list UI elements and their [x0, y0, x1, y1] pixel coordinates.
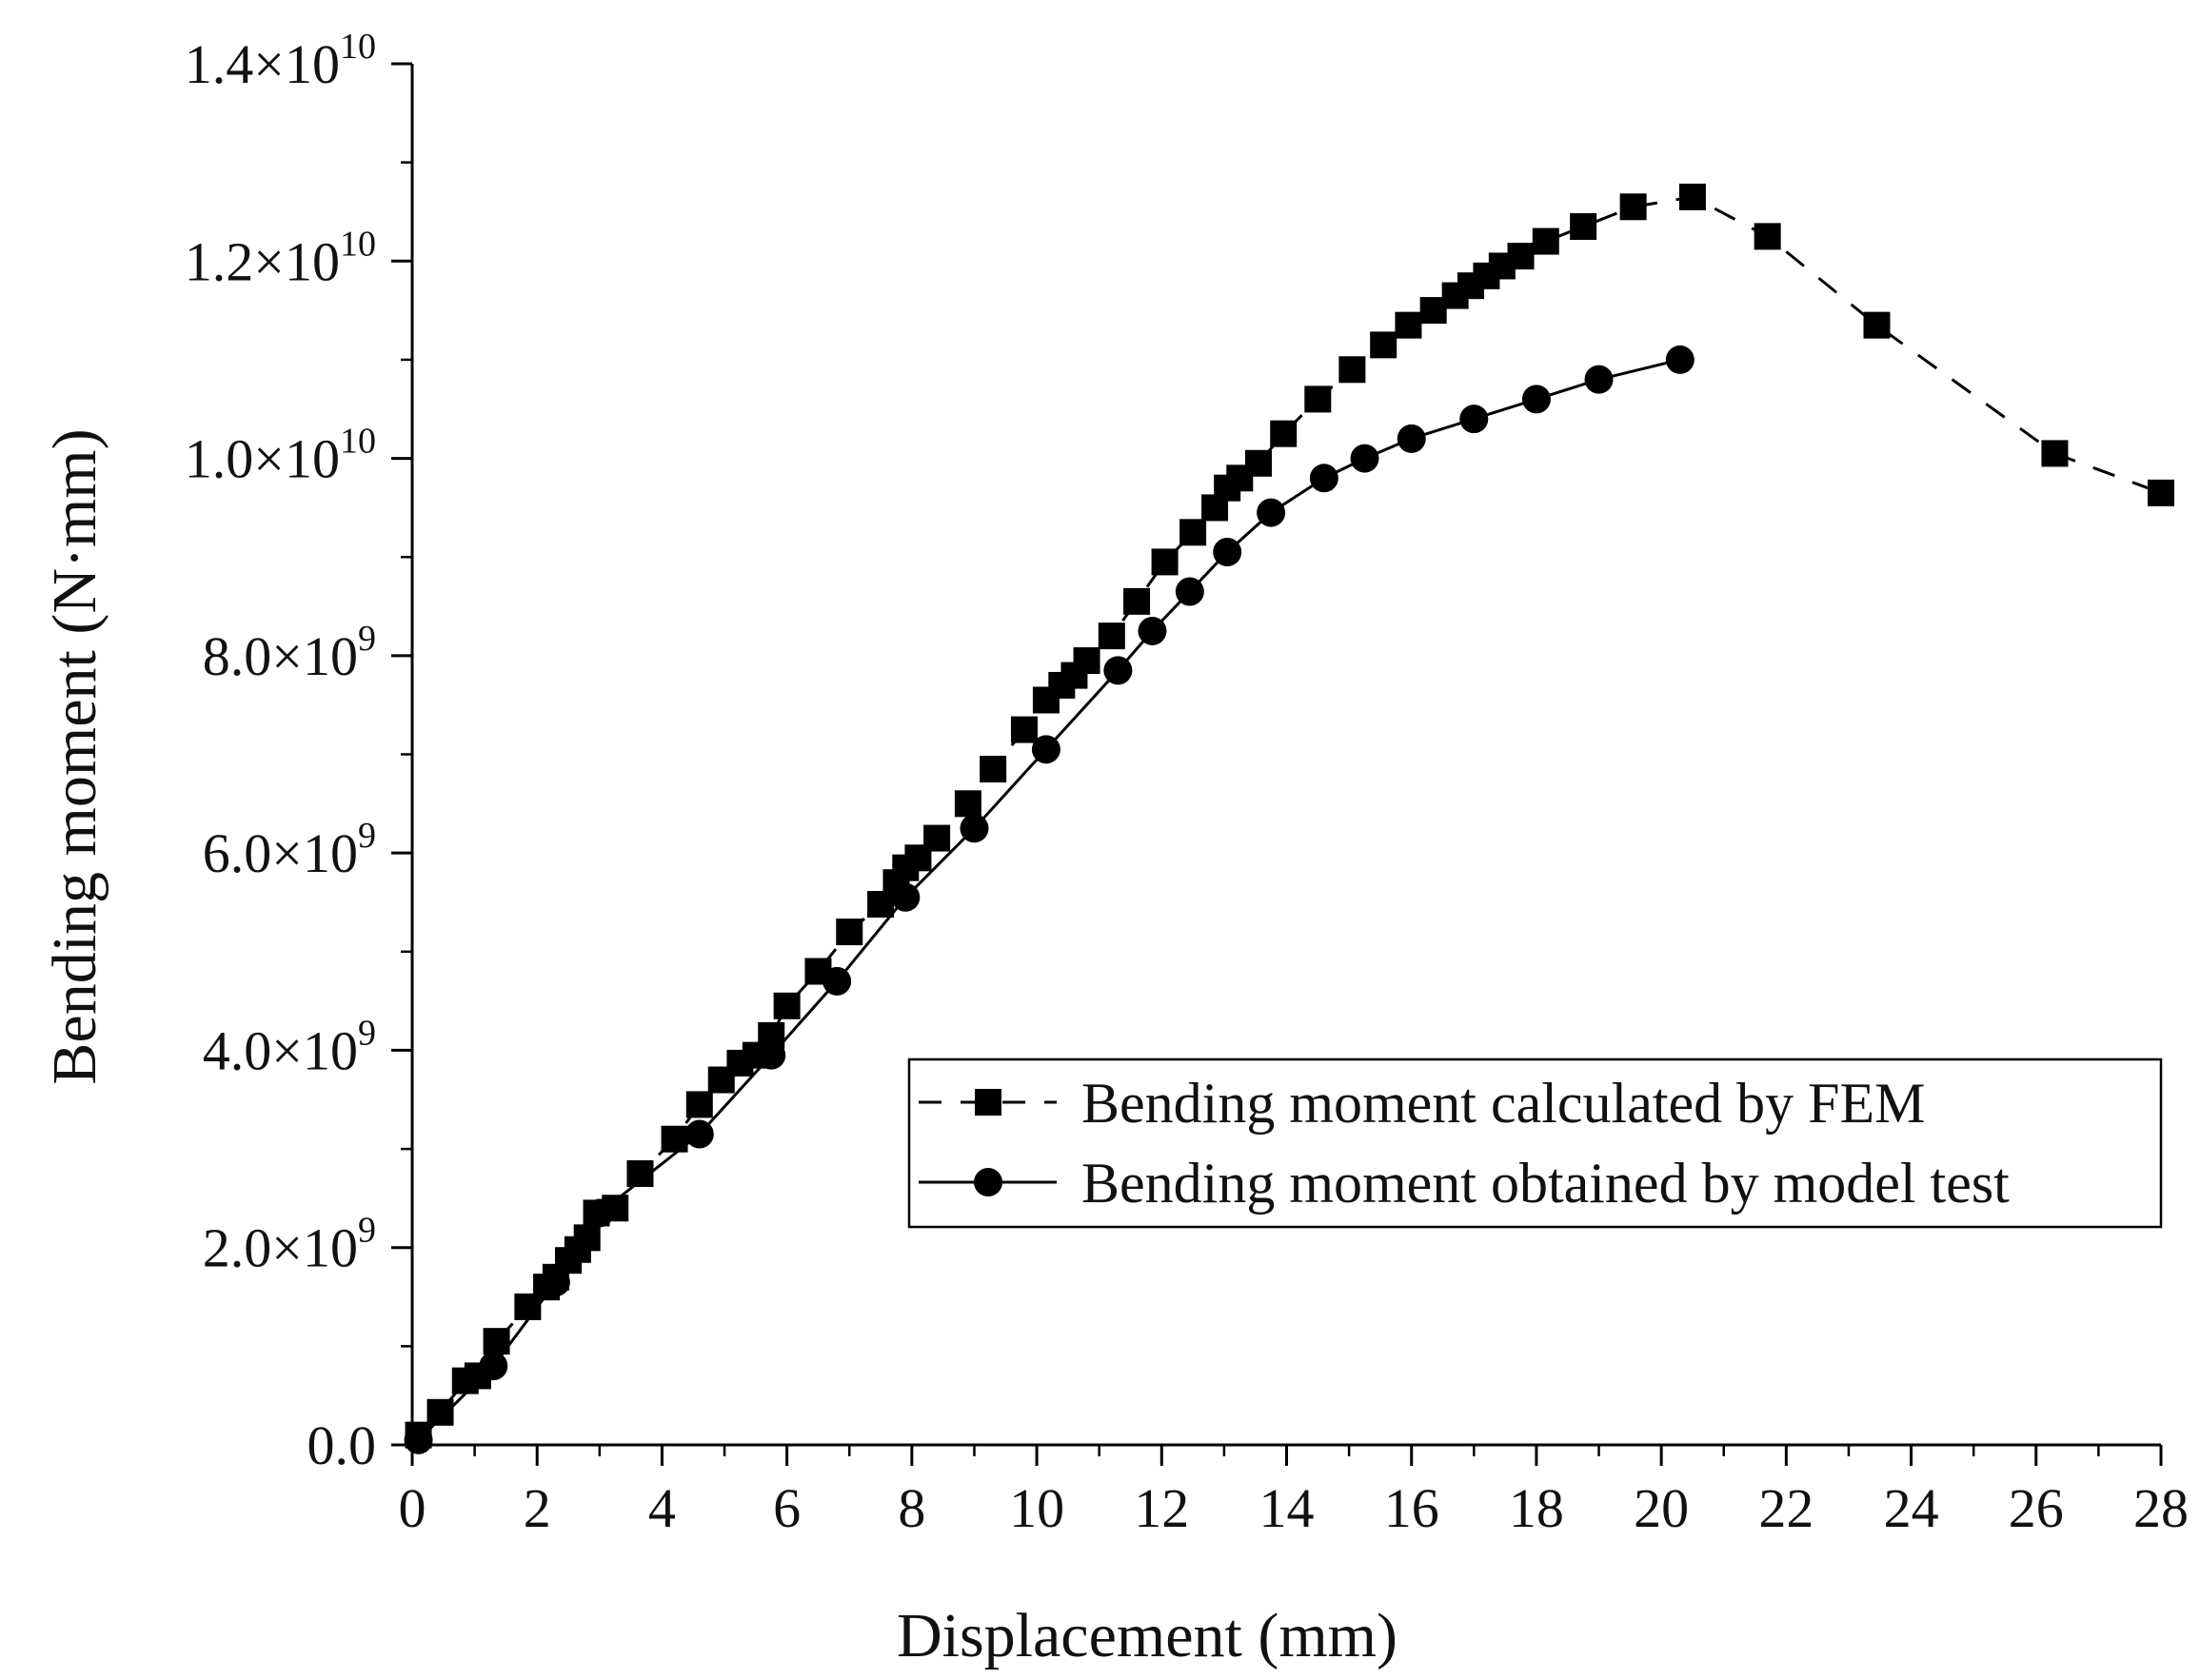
data-point-square: [773, 992, 801, 1019]
x-tick-label: 4: [648, 1477, 676, 1539]
y-tick-label: 1.4×1010: [185, 27, 376, 95]
data-point-square: [1304, 385, 1332, 413]
data-point-circle: [891, 882, 921, 912]
x-tick-label: 26: [2009, 1477, 2064, 1539]
data-point-circle: [1138, 616, 1167, 645]
data-point-circle: [1350, 444, 1379, 473]
x-tick-label: 28: [2133, 1477, 2189, 1539]
data-point-circle: [1584, 365, 1614, 394]
legend-marker-fem: [975, 1089, 1001, 1116]
data-point-circle: [1521, 385, 1551, 414]
data-point-circle: [757, 1040, 786, 1070]
data-point-square: [1010, 716, 1038, 743]
data-point-square: [1532, 227, 1559, 255]
data-point-square: [1244, 449, 1272, 477]
data-point-square: [1395, 311, 1422, 339]
y-tick-label: 4.0×109: [203, 1013, 376, 1081]
data-point-square: [685, 1091, 713, 1118]
x-tick-label: 2: [524, 1477, 551, 1539]
data-point-square: [954, 790, 981, 818]
data-point-square: [1179, 519, 1207, 546]
data-point-square: [1619, 193, 1647, 221]
data-point-circle: [684, 1119, 714, 1149]
data-point-circle: [823, 966, 852, 996]
series-2: [404, 345, 1695, 1454]
data-point-circle: [1257, 498, 1286, 527]
data-point-square: [1370, 331, 1397, 359]
data-point-square: [1570, 213, 1597, 241]
data-point-circle: [1459, 405, 1489, 434]
x-tick-label: 16: [1384, 1477, 1439, 1539]
data-point-square: [980, 756, 1007, 783]
y-tick-label: 6.0×109: [203, 816, 376, 884]
x-axis-title: Displacement (mm): [897, 1601, 1397, 1670]
data-point-square: [2148, 479, 2174, 506]
data-point-circle: [1175, 577, 1204, 606]
y-tick-label: 1.0×1010: [185, 422, 376, 490]
x-tick-label: 12: [1134, 1477, 1189, 1539]
x-tick-label: 20: [1634, 1477, 1689, 1539]
data-point-circle: [1665, 345, 1695, 374]
series-group: [404, 183, 2174, 1454]
data-point-square: [426, 1398, 454, 1426]
y-tick-label: 2.0×109: [203, 1211, 376, 1279]
legend-label-fem: Bending moment calculated by FEM: [1081, 1072, 1926, 1135]
data-point-square: [1098, 623, 1125, 650]
data-point-circle: [1103, 656, 1133, 685]
y-tick-label: 8.0×109: [203, 619, 376, 687]
data-point-square: [1073, 647, 1100, 675]
x-tick-label: 0: [399, 1477, 426, 1539]
data-point-circle: [404, 1425, 433, 1454]
legend-box: [907, 1057, 2163, 1229]
series-line: [417, 358, 1681, 1441]
legend-marker-test: [974, 1168, 1002, 1196]
legend: Bending moment calculated by FEM Bending…: [907, 1057, 2163, 1229]
data-point-square: [2041, 440, 2069, 467]
data-point-circle: [1031, 735, 1060, 764]
x-tick-label: 18: [1509, 1477, 1564, 1539]
data-point-square: [923, 824, 951, 852]
data-point-circle: [585, 1198, 614, 1228]
data-point-square: [1338, 356, 1366, 384]
data-point-square: [836, 919, 863, 946]
axes: 0 2 4 6 8 10 12 14 16 18 20 22 24 26 280.02.0×1094.0×1…: [185, 27, 2189, 1539]
y-axis-title: Bending moment (N·mm): [40, 428, 109, 1084]
data-point-square: [1754, 223, 1781, 250]
data-point-square: [661, 1125, 688, 1153]
data-point-square: [1123, 587, 1151, 615]
data-point-square: [1151, 548, 1179, 576]
data-point-circle: [1309, 464, 1338, 493]
x-tick-label: 6: [773, 1477, 801, 1539]
series-1: [405, 183, 2174, 1449]
data-point-circle: [1213, 538, 1242, 567]
x-tick-label: 8: [898, 1477, 925, 1539]
legend-label-test: Bending moment obtained by model test: [1081, 1152, 2010, 1215]
x-tick-label: 22: [1758, 1477, 1814, 1539]
data-point-square: [1678, 183, 1706, 210]
data-point-circle: [1397, 424, 1426, 453]
x-tick-label: 14: [1259, 1477, 1315, 1539]
data-point-square: [1863, 311, 1891, 339]
data-point-square: [1507, 243, 1535, 270]
y-tick-label: 1.2×1010: [185, 224, 376, 292]
data-point-circle: [541, 1267, 570, 1296]
x-tick-label: 10: [1009, 1477, 1064, 1539]
series-line: [417, 195, 2162, 1436]
x-tick-label: 24: [1884, 1477, 1939, 1539]
data-point-circle: [960, 814, 989, 843]
data-point-square: [1270, 420, 1298, 447]
y-tick-label: 0.0: [307, 1414, 377, 1476]
data-point-circle: [479, 1352, 508, 1381]
